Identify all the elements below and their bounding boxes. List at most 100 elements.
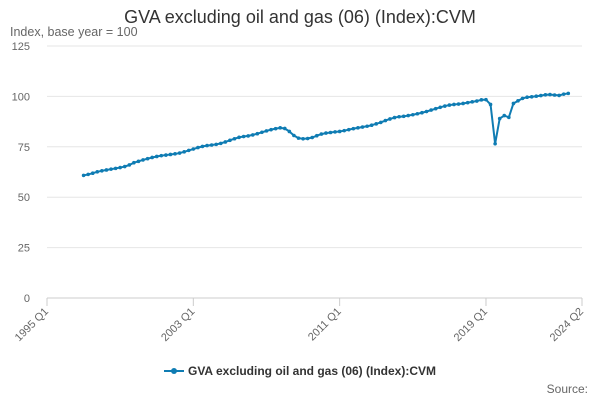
data-point xyxy=(525,95,529,100)
chart-title: GVA excluding oil and gas (06) (Index):C… xyxy=(124,7,476,27)
data-point xyxy=(433,106,438,111)
data-point xyxy=(200,144,205,149)
data-point xyxy=(305,136,310,141)
data-point xyxy=(209,143,214,147)
data-point xyxy=(328,130,333,135)
y-tick-label: 50 xyxy=(18,192,30,204)
data-point xyxy=(388,117,392,121)
data-point xyxy=(429,108,433,112)
data-point xyxy=(475,99,479,103)
data-point xyxy=(443,104,447,108)
data-point xyxy=(520,96,525,101)
chart-subtitle: Index, base year = 100 xyxy=(10,25,138,39)
data-point xyxy=(186,148,191,153)
x-tick-label: 1995 Q1 xyxy=(13,306,51,344)
gridlines xyxy=(47,45,582,249)
data-point xyxy=(566,91,571,96)
data-point xyxy=(301,136,305,141)
data-point xyxy=(150,155,154,160)
data-point xyxy=(141,158,145,162)
data-point xyxy=(214,142,218,147)
data-point xyxy=(292,133,296,138)
data-point xyxy=(511,101,516,106)
data-point xyxy=(223,140,228,144)
y-tick-label: 0 xyxy=(24,293,30,305)
data-point xyxy=(497,116,502,121)
data-point xyxy=(360,125,365,129)
data-point xyxy=(191,147,196,151)
data-point xyxy=(86,172,90,177)
source-label: Source: xyxy=(546,382,588,396)
data-point xyxy=(516,99,520,103)
data-point xyxy=(196,145,200,150)
x-tick-label: 2011 Q1 xyxy=(306,306,344,344)
data-point xyxy=(246,134,250,138)
y-tick-label: 125 xyxy=(12,41,30,53)
data-point xyxy=(273,126,278,131)
data-point xyxy=(218,141,223,146)
data-point xyxy=(397,114,401,119)
data-point xyxy=(507,115,511,120)
data-point xyxy=(118,165,122,170)
data-point xyxy=(529,95,534,99)
data-point xyxy=(539,93,543,98)
data-point xyxy=(228,138,232,143)
data-point xyxy=(356,126,360,130)
data-point xyxy=(333,130,337,134)
data-point xyxy=(282,126,287,131)
data-point xyxy=(314,133,319,138)
data-point xyxy=(168,152,173,157)
data-point xyxy=(543,92,548,97)
data-point xyxy=(548,92,552,97)
data-point xyxy=(237,135,241,140)
data-point xyxy=(561,92,566,96)
data-point xyxy=(260,130,264,135)
data-point xyxy=(452,102,456,107)
y-tick-label: 75 xyxy=(18,142,30,154)
data-point xyxy=(374,122,379,126)
data-point xyxy=(365,124,369,129)
data-point xyxy=(401,114,406,119)
data-point xyxy=(95,170,100,174)
data-point xyxy=(470,100,475,104)
data-point xyxy=(461,101,465,106)
data-point xyxy=(383,118,388,123)
data-point xyxy=(122,164,127,169)
data-point xyxy=(104,168,109,172)
legend-line-marker-icon xyxy=(163,368,184,374)
data-point xyxy=(488,102,493,107)
data-point xyxy=(411,112,415,117)
data-point xyxy=(502,113,507,118)
data-point xyxy=(310,135,315,140)
data-point xyxy=(456,102,461,106)
data-point xyxy=(342,128,347,133)
data-point xyxy=(415,111,420,116)
data-point xyxy=(287,129,292,134)
data-point xyxy=(241,134,246,139)
data-point xyxy=(324,131,328,135)
data-point xyxy=(100,168,104,173)
data-point xyxy=(493,141,497,146)
data-point xyxy=(113,166,118,171)
data-point xyxy=(319,132,324,136)
data-point xyxy=(552,93,557,97)
data-point xyxy=(406,113,411,118)
data-point xyxy=(145,156,150,161)
data-point xyxy=(154,154,159,159)
data-point xyxy=(205,143,209,148)
data-point xyxy=(420,110,424,115)
data-point xyxy=(424,109,429,114)
data-point xyxy=(109,167,113,171)
data-point xyxy=(173,152,177,156)
data-point xyxy=(278,126,283,130)
data-point xyxy=(392,115,397,120)
data-point xyxy=(250,133,255,137)
data-point xyxy=(337,129,342,134)
data-point xyxy=(269,127,273,132)
x-tick-label: 2019 Q1 xyxy=(452,306,490,344)
y-tick-label: 100 xyxy=(12,91,30,103)
legend-label: GVA excluding oil and gas (06) (Index):C… xyxy=(187,364,437,378)
legend[interactable]: GVA excluding oil and gas (06) (Index):C… xyxy=(0,364,600,378)
data-point xyxy=(369,123,374,128)
